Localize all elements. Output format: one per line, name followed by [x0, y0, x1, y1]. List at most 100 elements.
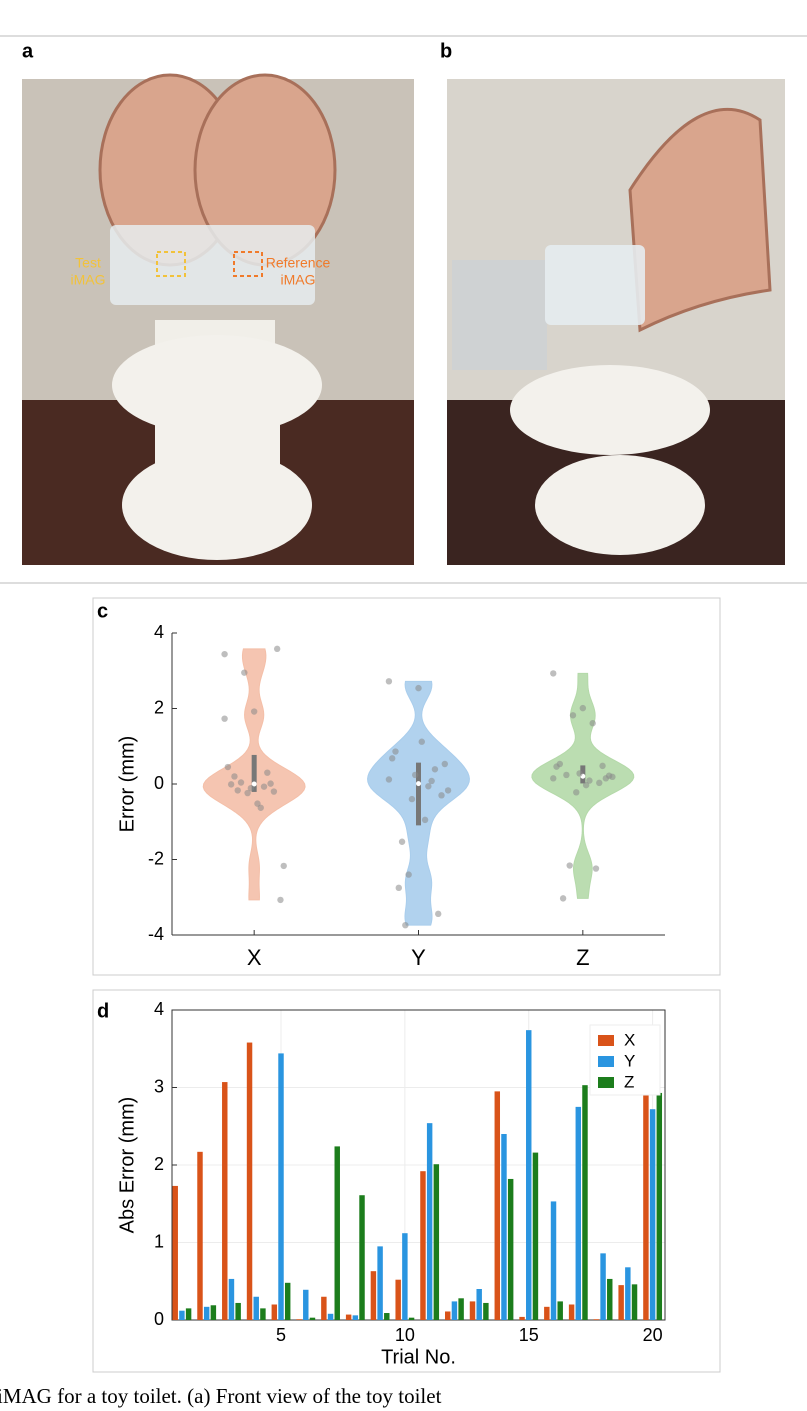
- data-point: [408, 795, 416, 803]
- data-point: [582, 781, 590, 789]
- bar: [345, 1314, 352, 1320]
- data-point: [550, 670, 557, 677]
- bar: [197, 1151, 203, 1320]
- data-point: [563, 771, 570, 779]
- y-tick-label: 0: [154, 1309, 164, 1329]
- data-point: [405, 871, 412, 878]
- bar: [458, 1298, 464, 1320]
- bar: [607, 1278, 613, 1320]
- y-axis-label: Error (mm): [116, 736, 138, 833]
- bar: [476, 1289, 482, 1320]
- bar: [352, 1315, 359, 1320]
- photo-annotation: Test: [75, 255, 101, 271]
- data-point: [418, 738, 425, 745]
- bar: [618, 1285, 624, 1320]
- bar: [303, 1289, 309, 1320]
- y-tick-label: 1: [154, 1231, 164, 1251]
- x-tick-label: X: [247, 945, 262, 970]
- photo-side: [447, 79, 785, 565]
- data-point: [280, 862, 287, 870]
- y-axis-label: Abs Error (mm): [116, 1097, 138, 1234]
- bar: [507, 1178, 514, 1320]
- data-point: [559, 895, 567, 902]
- x-tick-label: 15: [519, 1325, 539, 1345]
- data-point: [398, 838, 406, 845]
- data-point: [389, 755, 396, 762]
- bar: [519, 1316, 525, 1320]
- data-point: [596, 779, 603, 787]
- data-point: [247, 784, 255, 792]
- caption: iMAG for a toy toilet. (a) Front view of…: [0, 1384, 442, 1408]
- median: [251, 781, 257, 787]
- y-tick-label: 4: [154, 999, 164, 1019]
- data-point: [415, 684, 422, 692]
- data-point: [438, 792, 445, 799]
- data-point: [553, 763, 560, 770]
- bar: [395, 1279, 401, 1320]
- bar: [469, 1301, 476, 1320]
- bar: [451, 1301, 458, 1320]
- x-tick-label: 20: [643, 1325, 663, 1345]
- bar: [296, 1319, 302, 1320]
- bar: [483, 1302, 489, 1320]
- x-tick-label: Z: [576, 945, 589, 970]
- bar: [228, 1278, 235, 1320]
- bar: [532, 1152, 539, 1320]
- data-point: [586, 777, 593, 784]
- data-point: [602, 775, 610, 782]
- y-tick-label: -4: [148, 924, 164, 944]
- data-point: [231, 773, 238, 780]
- data-point: [385, 678, 393, 685]
- data-point: [273, 645, 281, 653]
- bar: [334, 1146, 340, 1320]
- bar: [179, 1310, 185, 1320]
- bar: [600, 1253, 606, 1320]
- bar: [433, 1164, 440, 1320]
- data-point: [444, 787, 452, 794]
- x-tick-label: Y: [411, 945, 426, 970]
- bar: [501, 1134, 507, 1320]
- y-tick-label: 4: [154, 622, 164, 642]
- bar: [568, 1304, 575, 1320]
- data-point: [412, 771, 419, 779]
- bar: [235, 1302, 241, 1320]
- data-point: [270, 788, 278, 795]
- bar: [210, 1305, 217, 1320]
- data-point: [441, 760, 448, 768]
- bar: [494, 1091, 501, 1320]
- bar: [377, 1246, 383, 1320]
- bar: [426, 1123, 433, 1320]
- panel-label: b: [440, 40, 452, 62]
- bar: [408, 1317, 415, 1320]
- bar: [185, 1308, 192, 1320]
- data-point: [569, 712, 577, 719]
- data-point: [402, 921, 409, 929]
- median: [416, 781, 421, 787]
- legend-label: Z: [624, 1072, 634, 1091]
- data-point: [221, 650, 228, 658]
- bar: [309, 1317, 316, 1320]
- bar: [321, 1296, 327, 1320]
- bar: [359, 1195, 365, 1320]
- bar: [384, 1313, 390, 1320]
- bar: [203, 1306, 210, 1320]
- data-point: [573, 789, 580, 796]
- data-point: [425, 783, 432, 790]
- bar: [656, 1092, 663, 1320]
- data-point: [428, 777, 435, 785]
- x-tick-label: 10: [395, 1325, 415, 1345]
- bar: [278, 1053, 284, 1320]
- data-point: [579, 704, 587, 712]
- bar: [246, 1042, 253, 1320]
- bar: [260, 1308, 266, 1320]
- data-point: [234, 787, 241, 794]
- data-point: [267, 780, 274, 787]
- bar: [575, 1106, 582, 1320]
- legend-swatch: [598, 1056, 614, 1067]
- bar: [253, 1296, 259, 1320]
- bar: [445, 1311, 451, 1320]
- legend-swatch: [598, 1035, 614, 1046]
- legend-label: X: [624, 1030, 635, 1049]
- bar: [593, 1319, 600, 1320]
